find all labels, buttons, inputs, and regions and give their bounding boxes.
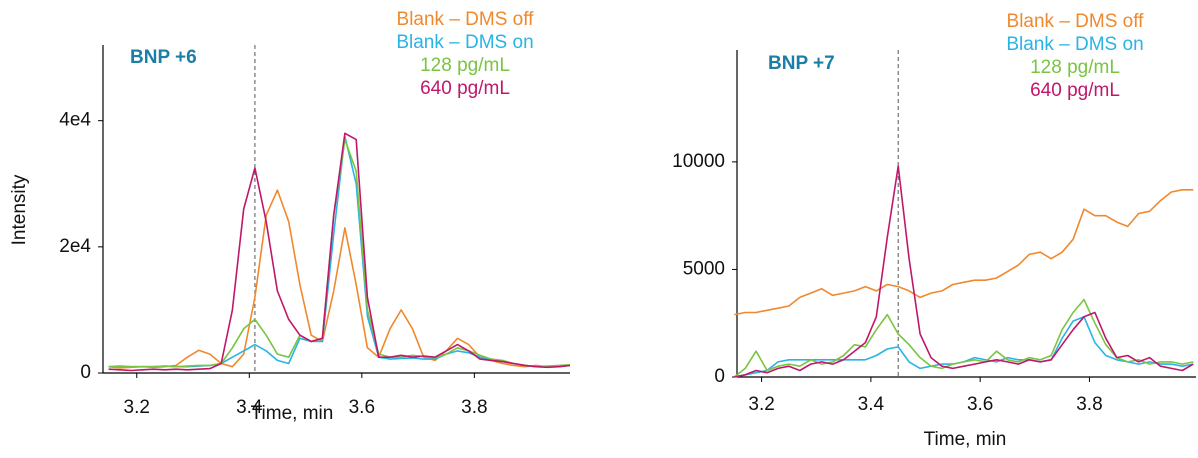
x-tick-label: 3.2 bbox=[748, 394, 774, 415]
legend-entry: Blank – DMS on bbox=[1006, 34, 1143, 55]
x-tick-label: 3.4 bbox=[858, 394, 885, 415]
panel-title: BNP +7 bbox=[768, 53, 835, 74]
y-tick-label: 10000 bbox=[672, 151, 725, 172]
x-tick-label: 3.8 bbox=[461, 397, 487, 418]
legend-entry: 128 pg/mL bbox=[1030, 57, 1120, 78]
x-axis-label: Time, min bbox=[251, 403, 334, 424]
panel-title: BNP +6 bbox=[130, 47, 197, 68]
legend-entry: 640 pg/mL bbox=[1030, 80, 1120, 101]
line-series bbox=[734, 189, 1194, 316]
x-tick-label: 3.2 bbox=[124, 397, 150, 418]
x-tick-label: 3.4 bbox=[236, 397, 263, 418]
x-tick-label: 3.6 bbox=[967, 394, 993, 415]
legend-entry: 128 pg/mL bbox=[420, 55, 510, 76]
y-axis-label: Intensity bbox=[9, 174, 30, 245]
y-tick-label: 4e4 bbox=[59, 110, 91, 131]
legend-entry: Blank – DMS on bbox=[396, 32, 533, 53]
legend-entry: Blank – DMS off bbox=[397, 9, 535, 30]
x-tick-label: 3.8 bbox=[1076, 394, 1102, 415]
y-tick-label: 2e4 bbox=[59, 236, 91, 257]
y-tick-label: 0 bbox=[714, 366, 725, 387]
line-series bbox=[108, 132, 571, 372]
legend-entry: 640 pg/mL bbox=[420, 78, 510, 99]
line-series bbox=[734, 165, 1194, 378]
y-tick-label: 5000 bbox=[683, 258, 725, 279]
line-series bbox=[108, 189, 571, 369]
y-tick-label: 0 bbox=[80, 362, 91, 383]
x-tick-label: 3.6 bbox=[349, 397, 375, 418]
x-axis-label: Time, min bbox=[924, 429, 1007, 450]
legend-entry: Blank – DMS off bbox=[1007, 11, 1145, 32]
